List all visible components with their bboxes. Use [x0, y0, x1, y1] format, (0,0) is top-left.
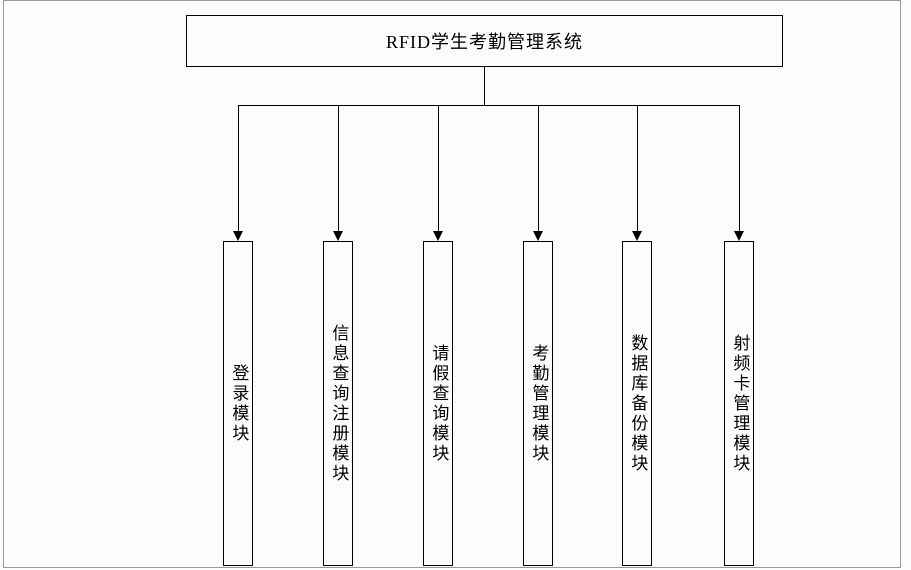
connector-line: [338, 105, 339, 231]
module-node: 数据库备份模块: [622, 241, 652, 566]
arrowhead-icon: [233, 231, 243, 241]
module-node: 信息查询注册模块: [323, 241, 353, 566]
module-label: 信息查询注册模块: [329, 324, 348, 484]
arrowhead-icon: [333, 231, 343, 241]
module-label: 登录模块: [229, 364, 248, 444]
connector-line: [538, 105, 539, 231]
module-node: 请假查询模块: [423, 241, 453, 566]
arrowhead-icon: [533, 231, 543, 241]
module-node: 射频卡管理模块: [724, 241, 754, 566]
module-node: 登录模块: [223, 241, 253, 566]
arrowhead-icon: [433, 231, 443, 241]
arrowhead-icon: [734, 231, 744, 241]
module-label: 考勤管理模块: [529, 344, 548, 464]
connector-line: [637, 105, 638, 231]
module-label: 数据库备份模块: [628, 334, 647, 474]
module-label: 射频卡管理模块: [730, 334, 749, 474]
arrowhead-icon: [632, 231, 642, 241]
root-node: RFID学生考勤管理系统: [186, 15, 783, 67]
connector-line: [739, 105, 740, 231]
root-label: RFID学生考勤管理系统: [386, 28, 583, 54]
connector-line: [238, 105, 740, 106]
module-node: 考勤管理模块: [523, 241, 553, 566]
connector-line: [438, 105, 439, 231]
module-label: 请假查询模块: [429, 344, 448, 464]
connector-line: [238, 105, 239, 231]
connector-line: [484, 67, 485, 105]
